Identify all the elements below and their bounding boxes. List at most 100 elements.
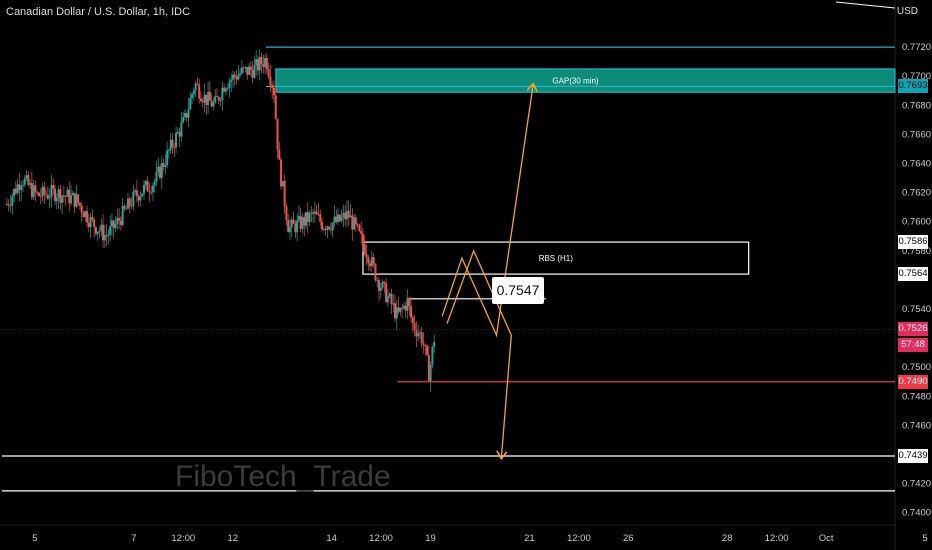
candle-body xyxy=(192,90,195,95)
candle-body xyxy=(324,229,327,231)
candle-body xyxy=(328,226,331,230)
candle-body xyxy=(29,183,32,185)
x-tick-label: 5 xyxy=(32,533,37,544)
y-tick-label: 0.7480 xyxy=(902,391,931,402)
candle-body xyxy=(269,76,272,86)
candle-body xyxy=(410,306,413,318)
candle-body xyxy=(166,150,169,166)
candle-body xyxy=(150,191,153,193)
candle-body xyxy=(240,67,243,74)
x-tick-label: 12 xyxy=(227,533,238,544)
candle-body xyxy=(103,235,106,241)
candle-body xyxy=(395,307,398,319)
candle-body xyxy=(11,196,14,206)
candle-body xyxy=(424,344,427,347)
candle-body xyxy=(312,212,315,214)
candle-body xyxy=(182,116,185,123)
candle-body xyxy=(345,210,348,220)
candle-body xyxy=(390,293,393,305)
candle-body xyxy=(180,122,183,137)
candle-body xyxy=(70,195,73,204)
candle-body xyxy=(119,220,122,225)
candle-body xyxy=(9,205,12,207)
y-tick-label: 0.7460 xyxy=(902,420,931,431)
candle-body xyxy=(134,190,137,192)
candle-body xyxy=(73,192,76,207)
candle-body xyxy=(54,188,57,202)
candle-body xyxy=(401,307,404,309)
candle-body xyxy=(215,96,218,97)
candle-body xyxy=(313,211,316,214)
price-axis-label: 0.7693 xyxy=(898,79,928,94)
candle-body xyxy=(337,214,340,223)
candle-body xyxy=(198,84,201,99)
candle-body xyxy=(105,235,108,237)
x-tick-label: 12:00 xyxy=(567,533,591,544)
candle-body xyxy=(52,185,55,189)
y-tick-label: 0.7540 xyxy=(902,304,931,315)
rbs-zone-label: RBS (H1) xyxy=(539,254,574,263)
candle-body xyxy=(361,233,364,245)
candle-body xyxy=(418,332,421,334)
candle-body xyxy=(379,287,382,291)
candle-body xyxy=(399,307,402,312)
candle-body xyxy=(132,191,135,207)
candle-body xyxy=(87,222,90,228)
candle-body xyxy=(331,222,334,231)
candle-body xyxy=(406,298,409,311)
candle-body xyxy=(376,280,379,281)
candle-body xyxy=(255,59,258,66)
candle-body xyxy=(20,185,23,191)
candle-body xyxy=(385,283,388,303)
candle-body xyxy=(353,217,356,230)
level-callout[interactable]: 0.7547 xyxy=(492,277,544,304)
candle-body xyxy=(288,227,291,233)
candle-body xyxy=(262,64,265,67)
candle-body xyxy=(354,217,357,225)
candle-body xyxy=(123,205,126,209)
x-tick-label: 12:00 xyxy=(765,533,789,544)
y-tick-label: 0.7420 xyxy=(902,479,931,490)
x-tick-label: 7 xyxy=(131,533,136,544)
candle-body xyxy=(162,162,165,167)
candle-body xyxy=(196,83,199,85)
candle-body xyxy=(212,102,215,107)
candle-body xyxy=(264,58,267,67)
y-tick-label: 0.7720 xyxy=(902,42,931,53)
candle-body xyxy=(301,217,304,229)
candle-body xyxy=(176,131,179,134)
candle-body xyxy=(210,100,213,107)
candle-body xyxy=(187,109,190,118)
candle-body xyxy=(75,194,78,207)
candle-body xyxy=(420,332,423,343)
candle-body xyxy=(96,231,99,234)
candle-body xyxy=(43,186,46,195)
candle-body xyxy=(13,188,16,197)
candle-body xyxy=(93,219,96,228)
y-tick-label: 0.7700 xyxy=(902,71,931,82)
candle-body xyxy=(30,183,33,198)
x-tick-label: 26 xyxy=(623,533,634,544)
candle-body xyxy=(381,281,384,288)
candle-body xyxy=(178,131,181,137)
candle-body xyxy=(233,74,236,78)
candle-body xyxy=(310,212,313,214)
candle-body xyxy=(319,214,322,222)
candle-body xyxy=(394,303,397,319)
candle-body xyxy=(297,215,300,221)
candle-body xyxy=(426,346,429,355)
watermark: FiboTech_Trade xyxy=(175,460,391,493)
candle-body xyxy=(160,162,163,178)
candle-body xyxy=(276,118,279,150)
candle-body xyxy=(217,96,220,101)
candle-body xyxy=(265,58,268,70)
candle-body xyxy=(34,185,37,193)
rbs-zone xyxy=(362,241,750,275)
candle-body xyxy=(358,225,361,231)
candle-body xyxy=(135,190,138,196)
candle-body xyxy=(335,216,338,223)
candle-body xyxy=(199,98,202,102)
x-tick-label: 5 xyxy=(922,533,927,544)
candle-body xyxy=(194,83,197,91)
